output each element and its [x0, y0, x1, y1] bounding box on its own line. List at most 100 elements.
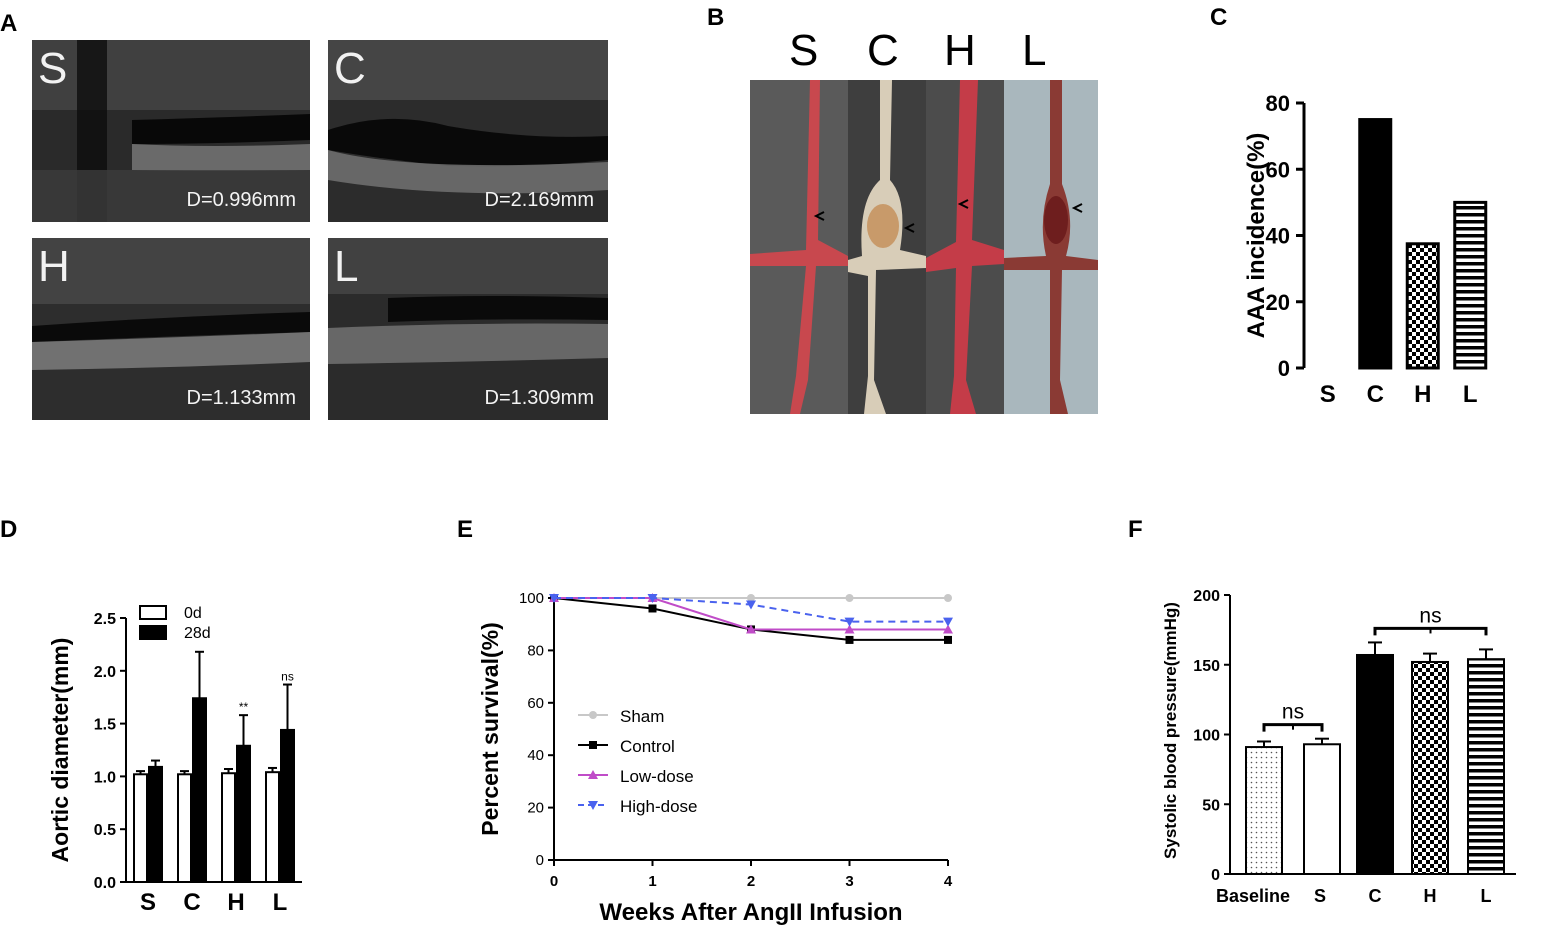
y-tick-label: 40	[527, 747, 544, 764]
ultrasound-measurement: D=0.996mm	[186, 189, 297, 211]
ultrasound-measurement: D=2.169mm	[484, 189, 595, 211]
point-control	[845, 635, 854, 644]
x-tick-label: S	[1320, 381, 1336, 408]
legend-marker-sham	[589, 711, 597, 719]
y-axis-label: Aortic diameter(mm)	[47, 638, 73, 863]
ultrasound-texture	[328, 40, 608, 222]
panel-label-a: A	[0, 10, 18, 37]
bar-28d-h	[236, 744, 251, 883]
ultrasound-group-letter: C	[334, 44, 366, 93]
ultrasound-texture	[328, 238, 608, 420]
x-tick-label: Baseline	[1216, 886, 1290, 906]
legend-label: Low-dose	[620, 767, 694, 786]
legend-marker-low-dose	[588, 770, 598, 779]
legend-label: High-dose	[620, 797, 698, 816]
point-low-dose	[746, 624, 756, 634]
legend-label: 0d	[184, 605, 202, 622]
x-tick-label: L	[273, 889, 288, 916]
ultrasound-group-letter: H	[38, 242, 70, 291]
x-tick-label: H	[1414, 381, 1431, 408]
bar-28d-l	[280, 728, 295, 883]
y-tick-label: 50	[1202, 797, 1220, 814]
y-tick-label: 200	[1193, 588, 1220, 605]
x-tick-label: S	[140, 889, 156, 916]
ultrasound-measurement: D=1.133mm	[186, 387, 297, 409]
bar-l	[1453, 200, 1488, 370]
y-tick-label: 1.0	[94, 769, 116, 786]
y-tick-label: 80	[527, 642, 544, 659]
bar-28d-c	[192, 697, 207, 883]
bar-s	[1303, 743, 1341, 875]
ultrasound-image-c: C D=2.169mm	[328, 40, 608, 222]
x-tick-label: C	[1367, 381, 1384, 408]
significance-bracket	[1373, 626, 1488, 636]
y-axis-label: AAA incidence(%)	[1243, 133, 1270, 339]
point-sham	[845, 594, 854, 602]
ultrasound-image-l: L D=1.309mm	[328, 238, 608, 420]
y-tick-label: 0	[1278, 356, 1290, 381]
y-tick-label: 100	[519, 590, 544, 607]
legend-label: 28d	[184, 625, 211, 642]
x-tick-label: C	[183, 889, 200, 916]
point-high-dose	[647, 594, 658, 603]
panel-label-f: F	[1128, 516, 1143, 543]
bar-h	[1405, 242, 1440, 370]
legend-label: Sham	[620, 707, 664, 726]
panel-label-c: C	[1210, 4, 1228, 31]
y-tick-label: 40	[1266, 224, 1290, 249]
bar-c	[1358, 118, 1393, 370]
chart-d-aortic-diameter: 0.0 0.5 1.0 1.5 2.0 2.5 Aortic diameter(mm) S C H…	[47, 605, 302, 916]
photo-group-s: S	[789, 26, 819, 75]
legend-label: Control	[620, 737, 675, 756]
significance-label: ns	[1282, 701, 1304, 724]
x-tick-label: L	[1481, 886, 1492, 906]
y-tick-label: 100	[1193, 728, 1220, 745]
y-tick-label: 2.5	[94, 611, 116, 628]
point-sham	[944, 594, 952, 602]
x-tick-label: 2	[747, 873, 755, 890]
ultrasound-image-h: H D=1.133mm	[32, 238, 310, 420]
y-tick-label: 0	[1211, 867, 1220, 884]
chart-f-blood-pressure: 0 50 100 150 200 Systolic blood pressure(mmHg…	[1161, 588, 1516, 906]
point-control	[944, 635, 952, 644]
point-high-dose	[746, 600, 756, 610]
ultrasound-texture	[32, 40, 310, 222]
panel-label-e: E	[457, 516, 474, 543]
y-tick-label: 0.0	[94, 875, 116, 892]
legend-marker-high-dose	[588, 801, 598, 810]
y-tick-label: 2.0	[94, 664, 116, 681]
y-tick-label: 60	[527, 695, 544, 712]
x-axis-label: Weeks After AngII Infusion	[599, 899, 902, 926]
bar-0d-l	[265, 771, 280, 883]
photo-group-c: C	[867, 26, 899, 75]
y-axis-label: Systolic blood pressure(mmHg)	[1161, 602, 1180, 859]
aorta-photographs	[750, 80, 1098, 414]
x-tick-label: H	[227, 889, 244, 916]
legend-marker-control	[589, 741, 597, 749]
y-tick-label: 0	[536, 852, 544, 869]
y-axis-label: Percent survival(%)	[477, 622, 503, 835]
y-tick-label: 20	[527, 800, 544, 817]
chart-c-aaa-incidence: 0 20 40 60 80 AAA incidence(%) S C H L	[1243, 91, 1488, 408]
panel-label-d: D	[0, 516, 18, 543]
y-tick-label: 1.5	[94, 717, 116, 734]
point-high-dose	[943, 617, 953, 627]
bar-baseline	[1245, 746, 1283, 875]
ultrasound-image-s: S D=0.996mm	[32, 40, 310, 222]
significance-annotation: **	[239, 700, 249, 714]
y-tick-label: 20	[1266, 290, 1290, 315]
bar-28d-s	[148, 765, 163, 883]
point-high-dose	[549, 594, 559, 603]
point-low-dose	[844, 624, 855, 634]
x-tick-label: S	[1314, 886, 1326, 906]
significance-annotation: ns	[281, 670, 294, 684]
point-low-dose	[943, 624, 953, 634]
x-tick-label: 0	[550, 873, 558, 890]
x-tick-label: 4	[944, 873, 953, 890]
point-high-dose	[844, 617, 855, 627]
legend-swatch-0d	[139, 605, 167, 620]
x-tick-label: 1	[648, 873, 656, 890]
bar-0d-h	[221, 772, 236, 883]
point-sham	[747, 594, 755, 602]
x-tick-label: 3	[845, 873, 853, 890]
